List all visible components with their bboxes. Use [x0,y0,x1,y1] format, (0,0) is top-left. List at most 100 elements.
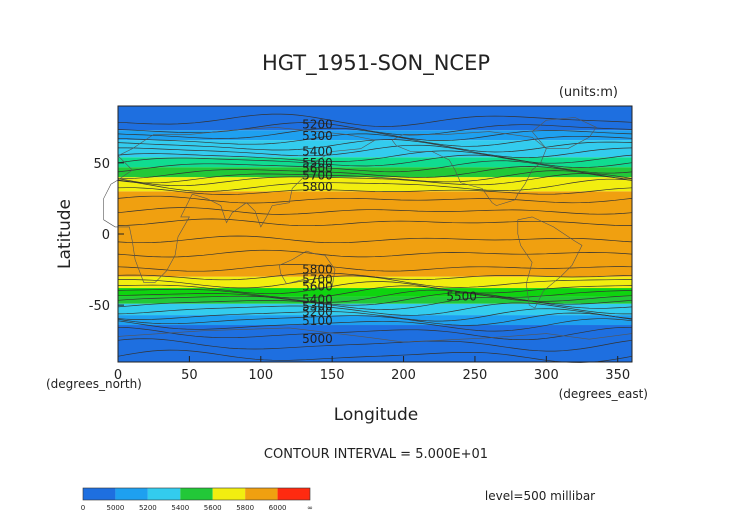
coastline-5 [117,327,633,343]
x-tick-label-7: 350 [605,368,630,383]
contour-labels: 5200530054005500560057005800580057005600… [302,117,477,346]
colorbar-label-6: 6000 [269,504,287,512]
contour-label-3: 5500 [302,156,333,170]
colorbar-label-0: 0 [81,504,85,512]
chart-title: HGT_1951-SON_NCEP [262,51,490,76]
contour-line-1 [117,338,633,352]
x-tick-label-0: 0 [114,368,122,383]
units-label: (units:m) [559,85,618,100]
contour-line-6 [117,302,632,316]
contour-line-14 [117,264,633,272]
contour-label-10: 5500 [446,290,477,304]
x-axis-label: Longitude [334,405,419,425]
color-band-5 [118,276,632,289]
colorbar-swatch-0 [83,488,116,500]
contour-line-18 [117,207,633,215]
y-unit-note: (degrees_north) [46,377,142,391]
contour-line-15 [117,249,633,258]
axes: 0 50 100 150 200 250 300 350 -50 0 50 [89,157,630,383]
contour-line-17 [117,218,632,227]
color-band-9 [118,157,632,168]
contour-label-4: 5600 [302,162,333,176]
y-tick-label-1: 0 [102,228,110,243]
x-tick-label-6: 300 [534,368,559,383]
y-tick-label-0: -50 [89,299,110,314]
contour-line-32 [117,122,633,136]
contour-line-9 [117,289,633,303]
coastline-2 [391,131,547,206]
color-band-7 [118,177,632,192]
contour-line-31 [117,127,633,141]
contour-label-0: 5200 [302,117,333,131]
color-band-8 [118,167,632,178]
contour-line-7 [117,296,633,310]
contour-interval-text: CONTOUR INTERVAL = 5.000E+01 [264,447,488,462]
contour-line-3 [117,318,633,332]
colorbar-label-4: 5600 [204,504,222,512]
color-band-4 [118,288,632,297]
colorbar-label-2: 5200 [139,504,157,512]
colorbar-label-3: 5400 [171,504,189,512]
contour-line-22 [117,173,633,187]
contour-label-7: 5800 [302,263,333,277]
colorbar-swatch-5 [245,488,278,500]
colorbar-swatch-3 [180,488,213,500]
contour-line-8 [117,292,633,306]
contour-label-1: 5300 [302,129,333,143]
colorbar: 0 5000 5200 5400 5600 5800 6000 ∞ [81,487,313,512]
contour-line-27 [117,150,633,164]
contour-label-5: 5700 [302,169,333,183]
x-tick-label-5: 250 [463,368,488,383]
coastline-outlines [103,117,633,343]
x-tick-label-3: 150 [320,368,345,383]
contour-line-10 [117,285,633,299]
color-band-11 [118,130,632,141]
contour-line-16 [117,235,633,244]
contour-lines [117,113,633,363]
coastline-1 [279,250,336,289]
contour-line-13 [117,272,633,281]
colorbar-swatch-2 [147,488,181,500]
plot-area: 5200530054005500560057005800580057005600… [103,105,633,363]
contour-line-25 [117,160,633,174]
contour-line-19 [117,195,633,204]
color-band-3 [118,296,632,304]
x-unit-note: (degrees_east) [559,387,648,401]
colorbar-swatch-4 [212,488,246,500]
contour-label-14: 5100 [302,314,333,328]
contour-line-20 [117,187,633,195]
color-band-6 [118,191,632,277]
contour-line-26 [117,154,633,168]
colorbar-label-7: ∞ [307,504,313,512]
contour-line-28 [118,144,633,158]
colorbar-swatch-6 [277,488,310,500]
contour-line-12 [118,275,633,289]
x-tick-label-4: 200 [391,368,416,383]
y-tick-label-2: 50 [93,157,110,172]
contour-line-33 [117,113,633,127]
contour-label-13: 5200 [302,305,333,319]
contour-line-24 [118,166,633,180]
x-tick-label-2: 100 [248,368,273,383]
coastline-3 [517,216,583,309]
colorbar-label-5: 5800 [236,504,254,512]
contour-line-4 [117,312,633,326]
contour-label-6: 5800 [302,180,333,194]
colorbar-label-1: 5000 [107,504,125,512]
y-axis-label: Latitude [55,199,75,269]
contour-label-15: 5000 [302,332,333,346]
color-band-1 [118,315,632,326]
colorbar-swatch-1 [115,488,148,500]
contour-line-5 [117,308,633,322]
contour-label-8: 5700 [302,273,333,287]
level-text: level=500 millibar [485,489,595,503]
contour-label-11: 5400 [302,292,333,306]
contour-label-9: 5600 [302,280,333,294]
colorbar-frame [82,487,311,501]
contour-line-30 [117,133,633,147]
contour-label-12: 5300 [302,300,333,314]
contour-label-2: 5400 [302,145,333,159]
x-tick-label-1: 50 [181,368,198,383]
contour-line-2 [117,326,633,341]
